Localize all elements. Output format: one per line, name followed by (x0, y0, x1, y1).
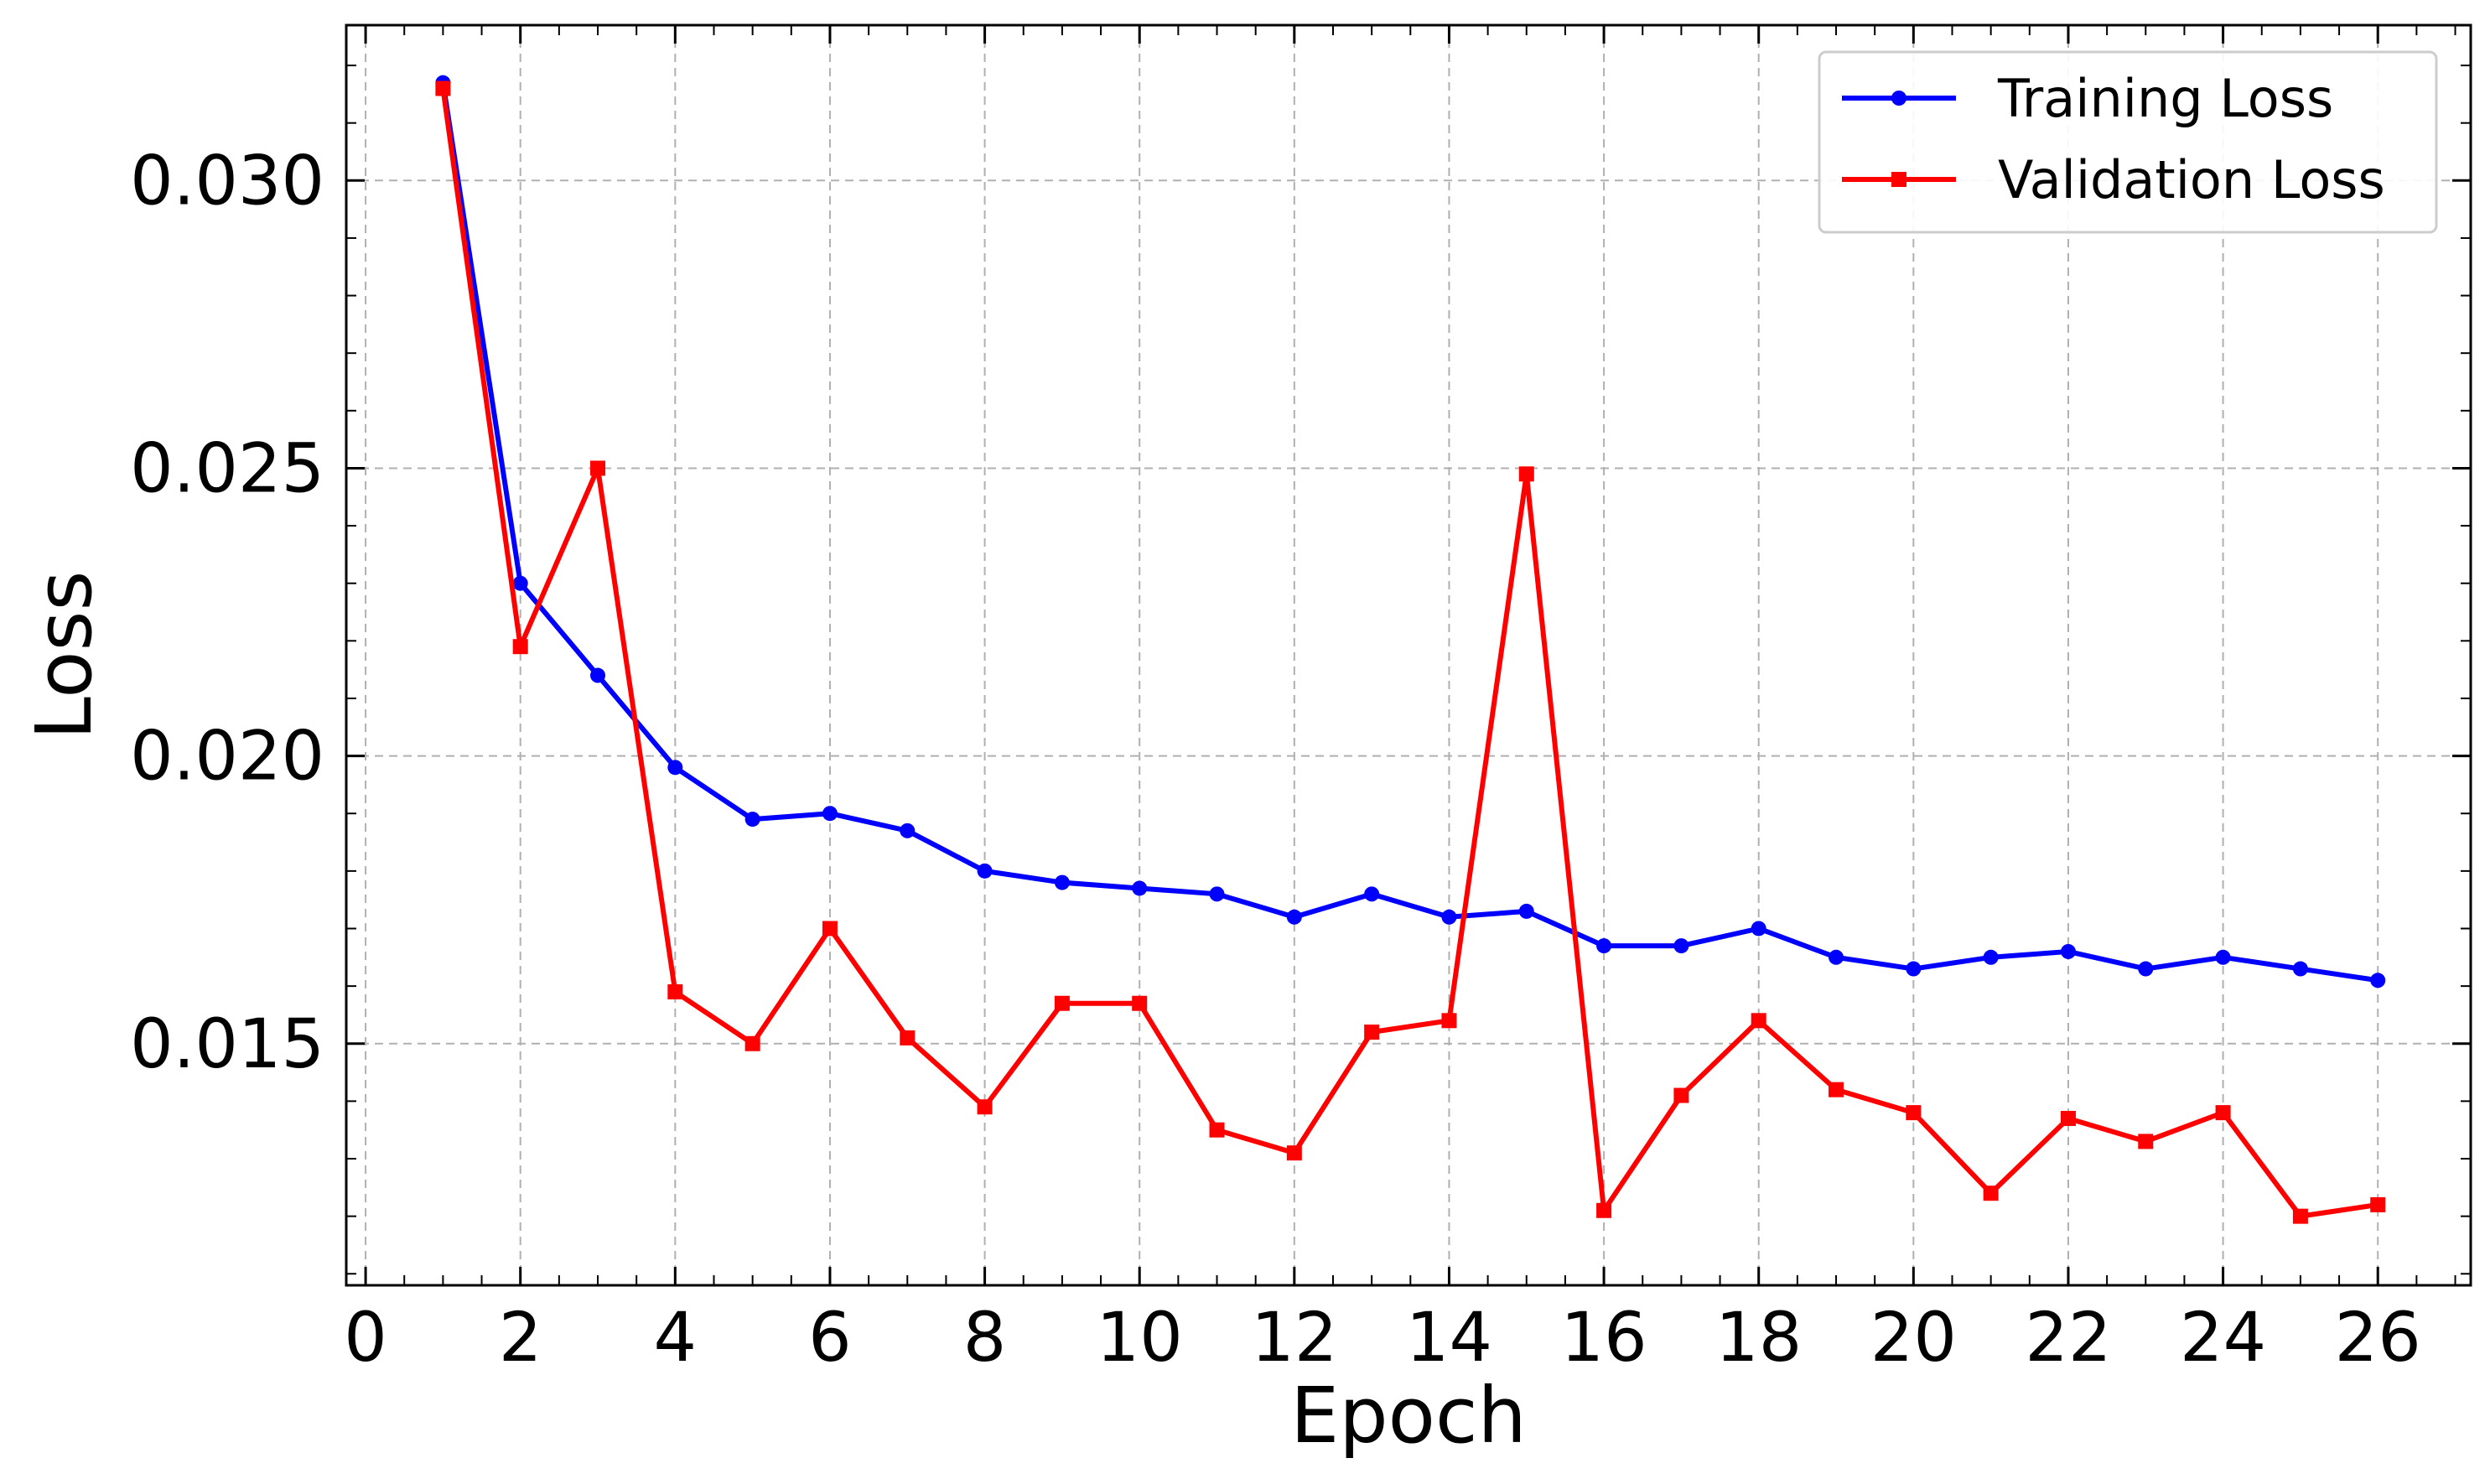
x-tick-label: 10 (1097, 1299, 1183, 1378)
validation-loss-line (440, 88, 2378, 1219)
grid (346, 25, 2471, 1285)
training-loss-point (977, 863, 993, 879)
training-loss-point (1596, 938, 1612, 954)
y-tick-label: 0.030 (130, 142, 324, 221)
x-tick-label: 24 (2180, 1299, 2266, 1378)
validation-loss-point (1364, 1025, 1380, 1040)
training-loss-point (1054, 874, 1070, 890)
training-loss-point (1364, 886, 1380, 902)
validation-loss-point (435, 80, 451, 96)
validation-loss-point (1132, 995, 1148, 1011)
plot-frame (345, 23, 2472, 1287)
training-loss-point (2138, 961, 2154, 977)
x-axis-title: Epoch (1290, 1371, 1527, 1461)
validation-loss-point (1829, 1082, 1844, 1097)
validation-loss-point (667, 983, 683, 999)
legend-label-training: Training Loss (1997, 68, 2333, 129)
validation-loss-point (744, 1035, 760, 1051)
validation-loss-point (2138, 1134, 2154, 1149)
training-loss-point (900, 822, 916, 838)
training-loss-point (2370, 973, 2386, 988)
validation-loss-point (590, 460, 606, 476)
validation-loss-point (1673, 1087, 1689, 1103)
validation-loss-point (977, 1099, 993, 1115)
training-loss-point (822, 806, 838, 822)
x-tick-label: 26 (2335, 1299, 2421, 1378)
x-tick-label: 2 (499, 1299, 542, 1378)
x-tick-label: 8 (963, 1299, 1007, 1378)
training-loss-point (2215, 949, 2231, 965)
ticks: 0 2 4 6 8 10 12 14 16 18 20 22 24 260.0150.0200.0250.… (130, 25, 2471, 1378)
training-loss-point (1518, 903, 1534, 919)
y-axis-title: Loss (19, 571, 109, 740)
x-tick-label: 16 (1561, 1299, 1647, 1378)
training-loss-point (1286, 909, 1302, 925)
training-loss-point (1983, 949, 1999, 965)
x-tick-label: 4 (654, 1299, 698, 1378)
y-tick-label: 0.020 (130, 718, 324, 796)
x-tick-label: 18 (1715, 1299, 1802, 1378)
validation-loss-point (1518, 466, 1534, 482)
training-loss-point (1673, 938, 1689, 954)
validation-loss-point (1441, 1013, 1457, 1029)
y-tick-label: 0.025 (130, 429, 324, 508)
training-loss-point (1751, 921, 1766, 937)
validation-loss-point (900, 1030, 916, 1046)
training-loss-point (1209, 886, 1225, 902)
x-tick-label: 14 (1406, 1299, 1492, 1378)
validation-loss-point (1983, 1186, 1999, 1201)
training-loss-point (2060, 943, 2076, 959)
x-tick-label: 0 (344, 1299, 387, 1378)
training-loss-point (667, 760, 683, 776)
training-loss-point (1441, 909, 1457, 925)
training-loss-point (1132, 880, 1148, 896)
training-loss-point (1829, 949, 1844, 965)
validation-loss-point (512, 639, 528, 655)
legend-entry-validation: Validation Loss (1842, 149, 2385, 210)
training-loss-point (512, 575, 528, 591)
validation-loss-point (1209, 1122, 1225, 1138)
validation-loss-point (1751, 1013, 1766, 1029)
series-layer (435, 75, 2386, 1224)
x-tick-label: 12 (1251, 1299, 1337, 1378)
training-loss-point (744, 812, 760, 828)
validation-loss-point (2060, 1110, 2076, 1126)
validation-loss-point (2215, 1105, 2231, 1121)
validation-loss-point (1906, 1105, 1922, 1121)
legend-box (1818, 50, 2438, 234)
validation-loss-point (1596, 1202, 1612, 1218)
validation-loss-point (2370, 1196, 2386, 1212)
legend: Training Loss Validation Loss (1818, 50, 2438, 234)
validation-loss-point (1286, 1145, 1302, 1161)
legend-marker-validation (1891, 172, 1906, 187)
training-loss-point (1906, 961, 1922, 977)
validation-loss-point (2292, 1208, 2308, 1224)
legend-marker-training (1891, 91, 1906, 106)
training-loss-point (590, 667, 606, 683)
legend-label-validation: Validation Loss (1998, 149, 2385, 210)
x-tick-label: 22 (2025, 1299, 2111, 1378)
legend-entry-training: Training Loss (1842, 68, 2333, 129)
x-tick-label: 6 (808, 1299, 852, 1378)
validation-loss-point (822, 921, 838, 937)
validation-loss-point (1054, 995, 1070, 1011)
x-tick-label: 20 (1870, 1299, 1957, 1378)
training-loss-line (440, 82, 2378, 983)
training-loss-point (2292, 961, 2308, 977)
y-tick-label: 0.015 (130, 1005, 324, 1084)
